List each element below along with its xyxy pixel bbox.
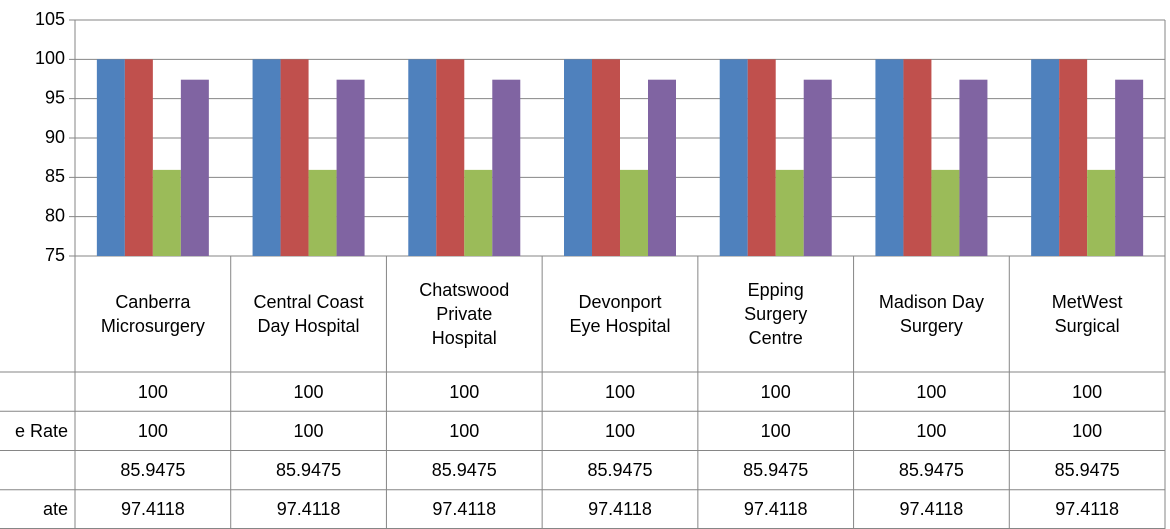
y-tick-label: 95 [45,87,65,107]
category-label: Epping Surgery Centre [744,280,808,348]
table-value: 100 [293,381,324,402]
table-value: 100 [604,381,636,402]
bar [747,59,776,257]
table-value: 100 [916,381,947,402]
y-tick-label: 90 [45,127,65,147]
table-value: 85.9475 [431,460,497,481]
category-label: Devonport Eye Hospital [569,292,671,336]
bar [436,59,465,257]
bar [96,59,125,257]
table-value: 97.4118 [120,499,185,520]
table-value: 100 [449,420,480,441]
y-tick-label: 75 [45,245,65,265]
category-label: MetWest Surgical [1051,292,1123,336]
category-label: Central Coast Day Hospital [253,292,364,336]
bar [464,169,493,256]
bar [1031,59,1060,257]
bar [492,79,521,256]
bar [252,59,281,257]
y-tick-label: 105 [35,9,65,29]
legend-label: ate [42,499,68,520]
y-tick-label: 80 [45,205,65,225]
table-value: 97.4118 [743,499,808,520]
table-value: 85.9475 [898,460,964,481]
bar [959,79,988,256]
bar [180,79,209,256]
bar [903,59,932,257]
bar [564,59,592,257]
bar [931,169,960,256]
y-tick-label: 100 [35,48,65,68]
table-value: 85.9475 [120,460,186,481]
category-label: Chatswood Private Hospital [419,280,510,348]
table-value: 85.9475 [1054,460,1120,481]
bar [775,169,804,256]
table-value: 100 [1072,420,1103,441]
y-tick-label: 85 [45,166,65,186]
table-value: 100 [293,420,324,441]
bar [1115,79,1144,256]
bar [1059,59,1088,257]
bar [280,59,309,257]
table-value: 100 [137,381,168,402]
table-value: 97.4118 [899,499,964,520]
table-value: 100 [449,381,480,402]
bar [648,79,676,256]
table-value: 85.9475 [587,460,653,481]
table-value: 100 [1072,381,1103,402]
bar [875,59,904,257]
table-value: 97.4118 [588,499,652,520]
bar [620,169,648,256]
bar [1087,169,1116,256]
category-label: Madison Day Surgery [878,292,984,336]
table-value: 100 [604,420,636,441]
table-value: 97.4118 [1055,499,1119,520]
table-value: 100 [916,420,947,441]
table-value: 85.9475 [743,460,809,481]
table-value: 97.4118 [432,499,497,520]
bar [592,59,620,257]
table-value: 100 [760,381,791,402]
bar [719,59,748,257]
legend-label: e Rate [14,420,68,441]
bar [152,169,181,256]
bar [124,59,153,257]
table-value: 85.9475 [276,460,342,481]
bar [408,59,437,257]
bar [308,169,337,256]
table-value: 100 [137,420,168,441]
table-value: 97.4118 [276,499,341,520]
bar [803,79,832,256]
table-value: 100 [760,420,791,441]
category-label: Canberra Microsurgery [100,292,205,336]
bar [336,79,365,256]
